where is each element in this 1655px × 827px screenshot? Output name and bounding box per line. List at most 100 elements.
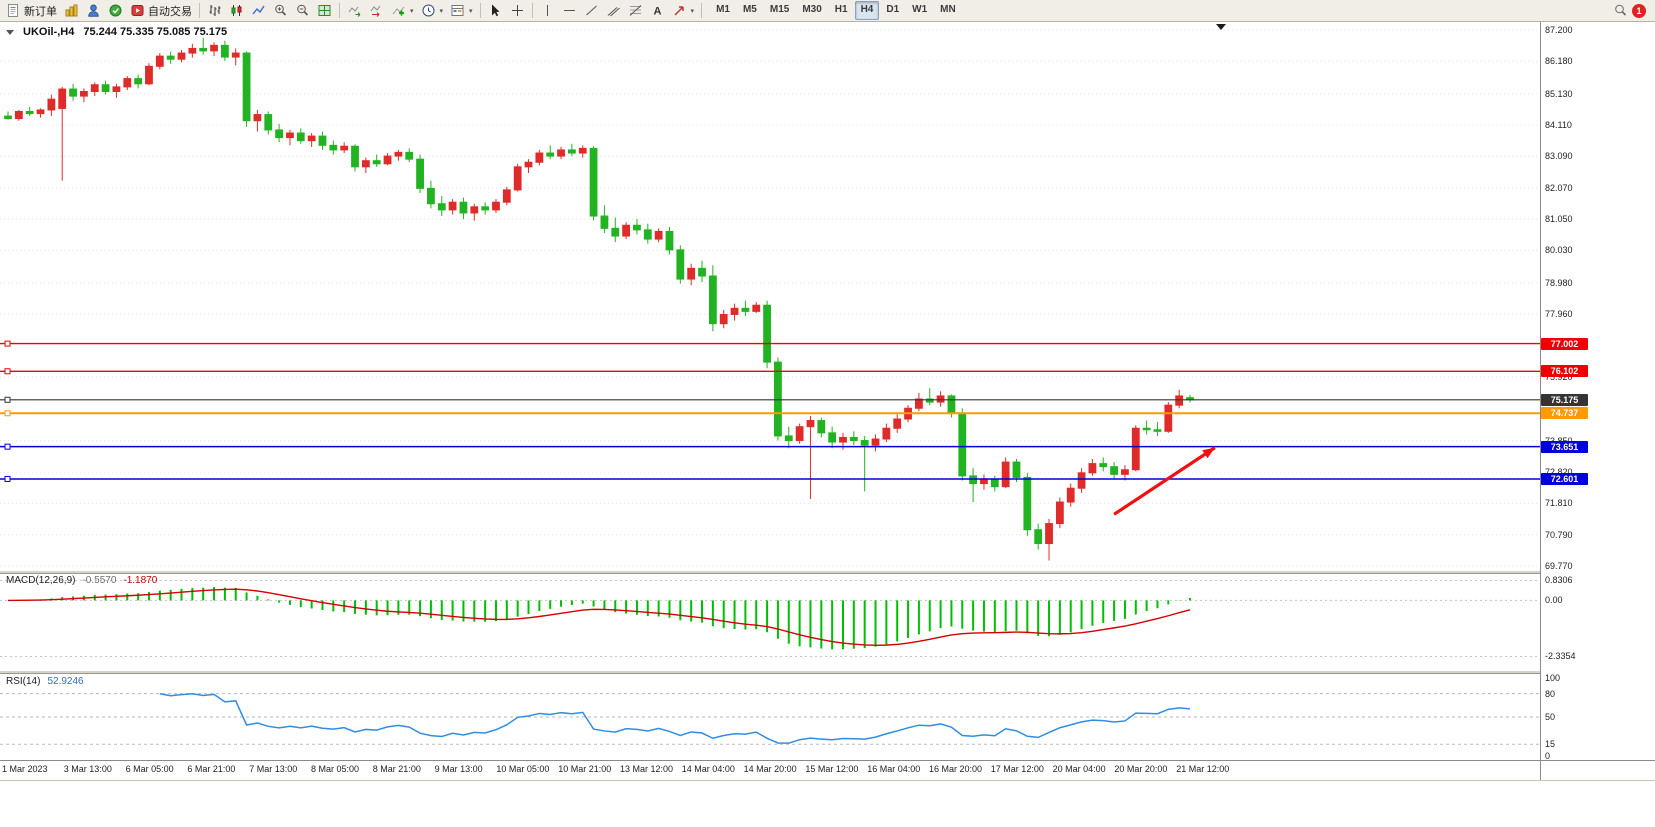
navigator-button[interactable] <box>83 0 104 21</box>
time-axis-label: 16 Mar 04:00 <box>867 764 921 774</box>
macd-signal-value: -1.1870 <box>123 575 158 586</box>
clock-icon <box>422 4 435 17</box>
time-axis-label: 8 Mar 05:00 <box>311 764 360 774</box>
horizontal-line-button[interactable] <box>559 0 580 21</box>
time-axis-label: 6 Mar 05:00 <box>125 764 174 774</box>
rsi-axis-label: 50 <box>1545 712 1556 722</box>
channel-button[interactable] <box>603 0 624 21</box>
candle <box>806 420 815 428</box>
bar-chart-mode-button[interactable] <box>204 0 225 21</box>
candle <box>730 307 739 315</box>
rsi-panel <box>0 674 1540 760</box>
timeframe-button-h1[interactable]: H1 <box>834 4 848 15</box>
candle <box>828 432 837 443</box>
candle <box>405 151 414 160</box>
candle <box>1088 463 1097 474</box>
indicators-button[interactable]: ▾ <box>388 0 417 21</box>
timeframe-button-m30[interactable]: M30 <box>802 4 822 15</box>
candle <box>958 412 967 477</box>
time-axis-label: 14 Mar 04:00 <box>681 764 735 774</box>
time-axis-label: 10 Mar 21:00 <box>558 764 612 774</box>
candle <box>481 206 490 211</box>
auto-scroll-icon <box>348 6 361 17</box>
line-handle <box>4 368 11 375</box>
candle <box>676 249 685 280</box>
panel-splitter[interactable] <box>0 670 1540 674</box>
navigator-icon <box>88 4 99 17</box>
candle <box>990 478 999 488</box>
candle <box>231 52 240 58</box>
timeframe-button-d1[interactable]: D1 <box>886 4 900 15</box>
crosshair-button[interactable] <box>507 0 528 21</box>
candle <box>860 440 869 446</box>
fibonacci-button[interactable] <box>625 0 646 21</box>
timeframe-button-m1[interactable]: M1 <box>716 4 730 15</box>
candle <box>839 436 847 443</box>
arrow-objects-icon <box>674 6 684 16</box>
line-handle <box>4 396 11 403</box>
search-icon <box>1615 4 1627 16</box>
indicators-icon <box>392 6 405 16</box>
candle <box>253 114 262 122</box>
vertical-line-button[interactable] <box>537 0 558 21</box>
candle <box>437 203 446 211</box>
auto-scroll-button[interactable] <box>344 0 365 21</box>
one-click-trading-toggle-icon[interactable] <box>6 29 14 35</box>
timeframe-button-m15[interactable]: M15 <box>769 4 790 15</box>
chevron-down-icon: ▾ <box>690 7 695 15</box>
new-order-button[interactable]: 新订单 <box>3 0 60 21</box>
line-chart-mode-button[interactable] <box>248 0 269 21</box>
chevron-down-icon: ▾ <box>439 7 444 15</box>
candle <box>372 160 381 165</box>
candle <box>242 52 251 122</box>
cursor-button[interactable] <box>485 0 506 21</box>
notification-badge[interactable]: 1 <box>1632 3 1646 18</box>
terminal-button[interactable] <box>105 0 126 21</box>
timeframe-button-w1[interactable]: W1 <box>912 4 928 15</box>
candlestick-chart-icon <box>231 5 242 16</box>
candlestick-mode-button[interactable] <box>226 0 247 21</box>
candle <box>513 166 522 191</box>
candle <box>708 275 717 325</box>
candle <box>1012 461 1021 478</box>
price-tick-label: 71.810 <box>1545 498 1573 509</box>
trendline-button[interactable] <box>581 0 602 21</box>
chart-shift-marker-icon[interactable] <box>1216 24 1226 30</box>
time-axis-label: 21 Mar 12:00 <box>1176 764 1230 774</box>
candle <box>275 129 284 139</box>
horizontal-line-icon <box>563 10 575 11</box>
zoom-in-button[interactable] <box>270 0 291 21</box>
toolbar-separator <box>199 3 200 18</box>
candle <box>914 398 923 409</box>
candle <box>1034 529 1043 545</box>
timeframe-button-h4[interactable]: H4 <box>854 1 880 20</box>
candle <box>557 149 565 157</box>
templates-button[interactable]: ▾ <box>447 0 476 21</box>
timeframe-button-m5[interactable]: M5 <box>742 4 757 15</box>
candle <box>611 227 620 237</box>
candle <box>340 145 349 151</box>
chart-header: UKOil-,H4 75.244 75.335 75.085 75.175 <box>6 26 227 38</box>
search-button[interactable] <box>1610 0 1631 21</box>
tile-windows-button[interactable] <box>314 0 335 21</box>
price-line-badge: 77.002 <box>1541 337 1588 350</box>
candle <box>763 304 771 363</box>
market-watch-button[interactable] <box>61 0 82 21</box>
time-axis-label: 13 Mar 12:00 <box>620 764 674 774</box>
candle <box>633 224 641 231</box>
arrows-button[interactable]: ▾ <box>669 0 698 21</box>
candle <box>80 90 88 97</box>
macd-name: MACD(12,26,9) <box>6 575 76 586</box>
horizontal-line-objects <box>0 340 1540 482</box>
trend-arrow[interactable] <box>1113 446 1216 516</box>
candle <box>155 55 164 67</box>
periods-button[interactable]: ▾ <box>418 0 447 21</box>
text-button[interactable]: A <box>647 0 668 21</box>
auto-trading-button[interactable]: 自动交易 <box>127 0 195 21</box>
chevron-down-icon: ▾ <box>469 7 473 15</box>
terminal-icon <box>109 4 122 17</box>
chart-shift-button[interactable] <box>366 0 387 21</box>
timeframe-button-mn[interactable]: MN <box>940 4 956 15</box>
panel-splitter[interactable] <box>0 570 1540 574</box>
zoom-out-button[interactable] <box>292 0 313 21</box>
